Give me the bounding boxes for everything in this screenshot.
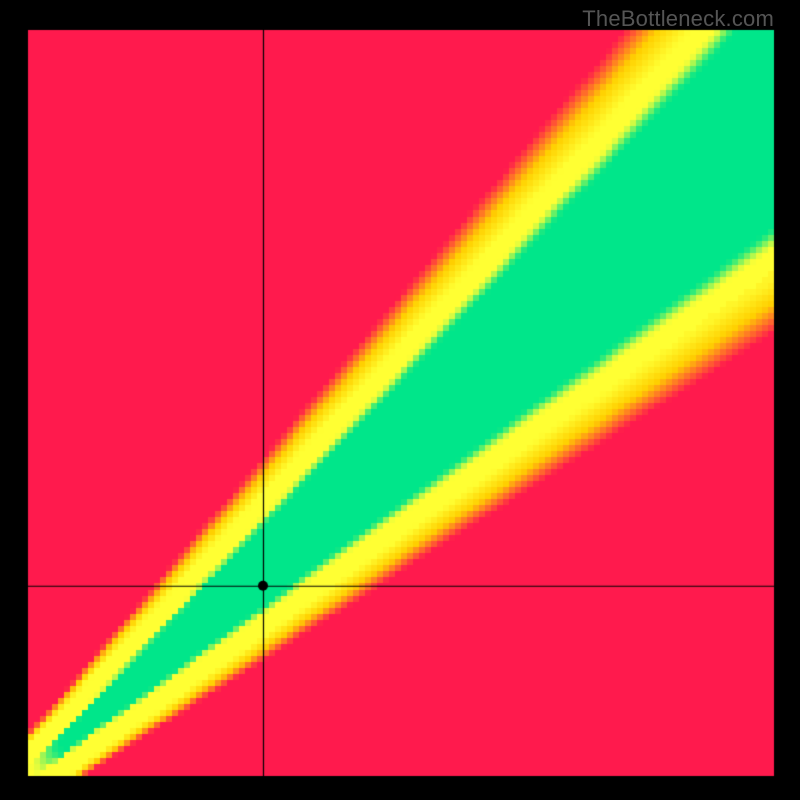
heatmap-canvas bbox=[0, 0, 800, 800]
bottleneck-chart: TheBottleneck.com bbox=[0, 0, 800, 800]
watermark-text: TheBottleneck.com bbox=[582, 6, 774, 32]
